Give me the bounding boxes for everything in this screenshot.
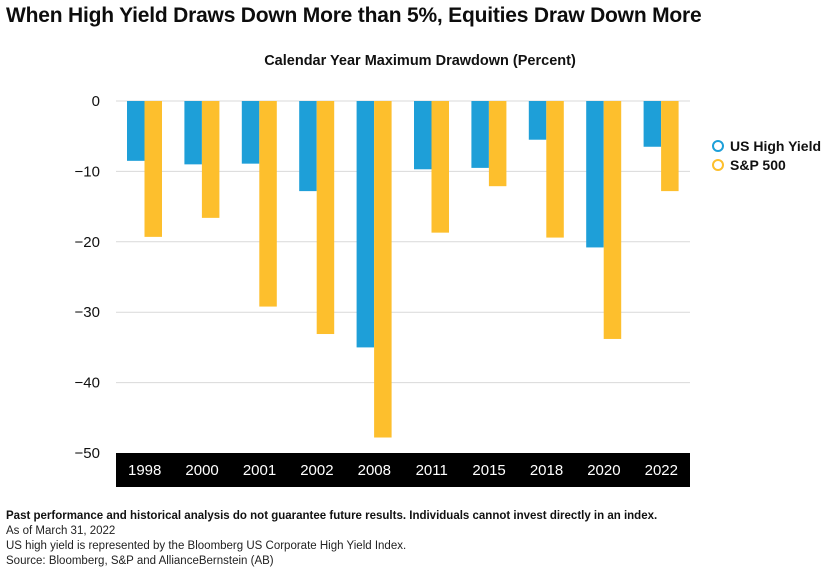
x-axis-labels: 1998 2000 2001 2002 2008 2011 2015 2018 2020 2022 <box>128 462 678 479</box>
y-tick-label: −20 <box>75 234 100 251</box>
x-tick-label: 2002 <box>300 462 333 479</box>
x-tick-label: 2018 <box>530 462 563 479</box>
legend-swatch-high-yield <box>712 139 724 152</box>
legend-label-sp500: S&P 500 <box>730 156 786 173</box>
bar-high-yield-2020 <box>586 101 604 248</box>
bar-high-yield-2022 <box>643 101 662 147</box>
x-axis-band <box>116 453 690 487</box>
x-tick-label: 2000 <box>185 462 218 479</box>
legend-item-high-yield: US High Yield <box>712 136 821 155</box>
legend-swatch-sp500 <box>712 158 724 171</box>
x-tick-label: 1998 <box>128 462 161 479</box>
y-tick-label: 0 <box>92 93 100 110</box>
bar-sp500-2001 <box>259 101 277 307</box>
page-headline: When High Yield Draws Down More than 5%,… <box>6 4 702 27</box>
x-tick-label: 2015 <box>472 462 505 479</box>
chart-title: Calendar Year Maximum Drawdown (Percent) <box>264 53 576 69</box>
bar-sp500-2000 <box>201 101 220 218</box>
bar-sp500-2020 <box>603 101 622 339</box>
footnote-disclaimer: Past performance and historical analysis… <box>6 510 658 522</box>
bar-high-yield-2000 <box>184 101 202 165</box>
bar-high-yield-2018 <box>528 101 547 140</box>
legend: US High Yield S&P 500 <box>712 136 821 174</box>
y-tick-label: −50 <box>75 445 100 462</box>
bar-sp500-2011 <box>431 101 449 233</box>
x-tick-label: 2011 <box>416 462 448 479</box>
bar-sp500-2022 <box>661 101 679 192</box>
x-tick-label: 2001 <box>243 462 276 479</box>
bar-high-yield-2011 <box>414 101 432 170</box>
bar-sp500-2008 <box>374 101 392 438</box>
drawdown-bar-chart: 0 −10 −20 −30 −40 −50 1998 2000 2001 2002 2008 201… <box>75 93 690 487</box>
y-tick-label: −10 <box>75 163 100 180</box>
bar-high-yield-2008 <box>356 101 375 348</box>
footnotes: Past performance and historical analysis… <box>6 509 657 569</box>
bar-high-yield-2001 <box>241 101 260 164</box>
bar-sp500-2018 <box>546 101 564 238</box>
y-axis-ticks: 0 −10 −20 −30 −40 −50 <box>75 93 100 462</box>
bar-high-yield-2002 <box>299 101 317 192</box>
x-tick-label: 2008 <box>358 462 391 479</box>
legend-item-sp500: S&P 500 <box>712 155 821 174</box>
bar-sp500-2002 <box>316 101 335 335</box>
y-tick-label: −40 <box>75 375 100 392</box>
bar-sp500-2015 <box>488 101 507 187</box>
legend-label-high-yield: US High Yield <box>730 137 822 154</box>
bars <box>127 101 679 438</box>
footnote-representation: US high yield is represented by the Bloo… <box>6 540 407 552</box>
footnote-as-of: As of March 31, 2022 <box>6 525 116 537</box>
footnote-source: Source: Bloomberg, S&P and AllianceBerns… <box>6 555 274 567</box>
x-tick-label: 2022 <box>645 462 678 479</box>
y-tick-label: −30 <box>75 304 100 321</box>
bar-sp500-1998 <box>144 101 162 237</box>
x-tick-label: 2020 <box>587 462 620 479</box>
bar-high-yield-1998 <box>127 101 145 161</box>
bar-high-yield-2015 <box>471 101 489 168</box>
